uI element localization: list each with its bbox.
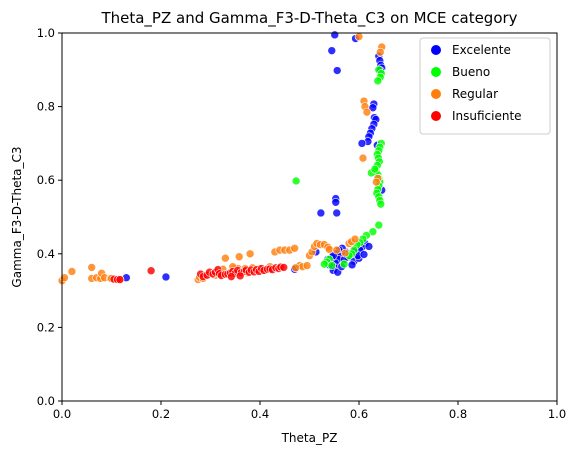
data-point-excelente-55 (161, 272, 171, 282)
data-point-insuficiente-37 (226, 272, 236, 281)
data-point-regular-2 (375, 47, 385, 57)
y-tick-label-1: 0.2 (37, 320, 55, 334)
data-point-regular-65 (291, 263, 300, 273)
data-point-regular-11 (67, 267, 77, 276)
x-axis-label: Theta_PZ (281, 431, 338, 445)
data-point-bueno-34 (327, 261, 337, 270)
data-point-regular-64 (350, 234, 360, 244)
legend-marker-regular (431, 89, 441, 99)
legend-marker-excelente (431, 45, 441, 55)
x-axis-ticks: 0.0 0.2 0.4 0.6 0.8 1.0 (53, 401, 566, 421)
data-point-excelente-23 (316, 208, 326, 218)
legend-box (419, 37, 551, 135)
data-point-regular-29 (221, 253, 230, 263)
data-point-bueno-37 (370, 164, 380, 174)
data-point-insuficiente-35 (279, 263, 289, 272)
data-point-regular-34 (234, 252, 244, 262)
data-point-excelente-52 (347, 260, 357, 270)
data-points (57, 30, 387, 285)
legend-marker-insuficiente (431, 111, 441, 121)
data-point-bueno-33 (320, 259, 329, 269)
data-point-regular-51 (302, 261, 312, 270)
x-tick-label-0: 0.0 (53, 407, 71, 421)
y-axis-label: Gamma_F3-D-Theta_C3 (10, 146, 24, 287)
data-point-excelente-22 (331, 197, 341, 207)
data-point-insuficiente-36 (235, 271, 245, 281)
x-tick-label-5: 1.0 (548, 407, 566, 421)
data-point-insuficiente-2 (115, 275, 125, 284)
data-point-regular-61 (340, 248, 350, 258)
y-axis-ticks: 0.0 0.2 0.4 0.6 0.8 1.0 (37, 26, 62, 408)
legend-label-excelente: Excelente (452, 43, 511, 57)
data-point-regular-6 (358, 153, 368, 163)
y-tick-label-5: 1.0 (37, 26, 55, 40)
data-point-insuficiente-3 (146, 266, 156, 276)
data-point-excelente-24 (332, 208, 342, 218)
plot-frame (61, 32, 558, 402)
data-point-excelente-53 (364, 242, 374, 251)
y-tick-label-0: 0.0 (37, 394, 55, 408)
data-point-regular-48 (290, 243, 299, 253)
data-point-regular-59 (324, 245, 334, 254)
data-point-excelente-43 (359, 250, 369, 259)
data-point-regular-0 (354, 32, 364, 41)
data-point-excelente-3 (332, 66, 342, 75)
data-point-regular-13 (87, 263, 96, 272)
data-point-regular-5 (362, 107, 372, 117)
legend-marker-bueno (431, 67, 441, 77)
legend-label-insuficiente: Insuficiente (452, 109, 522, 123)
data-point-bueno-3 (373, 76, 383, 86)
x-tick-label-1: 0.2 (152, 407, 170, 421)
data-point-bueno-21 (374, 220, 384, 230)
data-point-excelente-0 (330, 30, 340, 40)
x-tick-label-3: 0.6 (350, 407, 368, 421)
data-point-bueno-22 (291, 176, 301, 186)
data-point-bueno-23 (368, 227, 378, 237)
legend-label-regular: Regular (452, 87, 498, 101)
data-point-regular-38 (245, 249, 255, 259)
data-point-bueno-35 (339, 259, 349, 269)
x-tick-label-4: 0.8 (449, 407, 467, 421)
x-tick-label-2: 0.4 (251, 407, 269, 421)
data-point-regular-60 (332, 245, 342, 255)
chart-title: Theta_PZ and Gamma_F3-D-Theta_C3 on MCE … (100, 9, 517, 28)
legend-label-bueno: Bueno (452, 65, 490, 79)
data-point-regular-8 (372, 177, 381, 187)
y-tick-label-4: 0.8 (37, 100, 55, 114)
y-tick-label-3: 0.6 (37, 173, 55, 187)
data-point-excelente-2 (327, 46, 337, 55)
legend: Excelente Bueno Regular Insuficiente (419, 37, 551, 135)
y-tick-label-2: 0.4 (37, 247, 55, 261)
data-point-bueno-20 (376, 199, 386, 209)
data-point-excelente-18 (357, 139, 367, 148)
